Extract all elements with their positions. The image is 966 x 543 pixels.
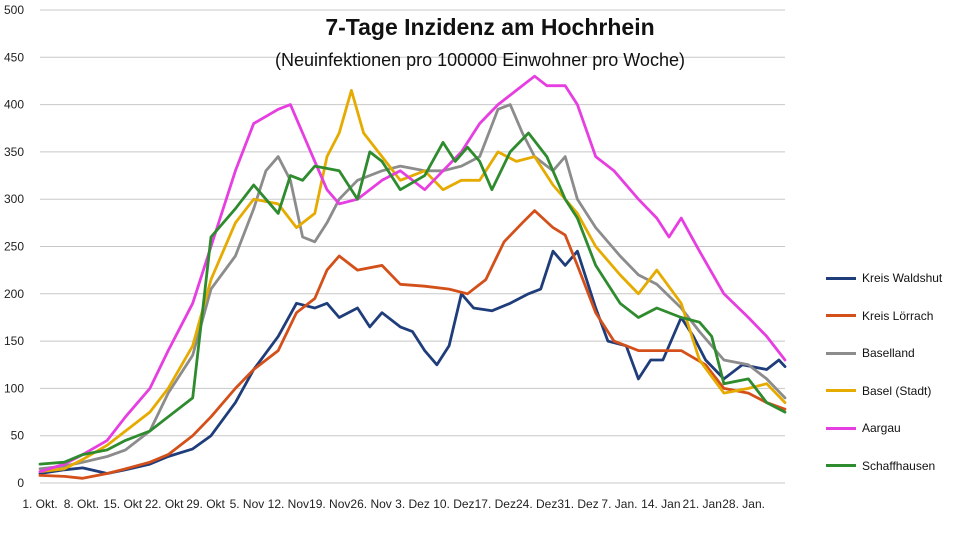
legend-swatch xyxy=(826,464,856,467)
series-lines xyxy=(38,74,787,480)
legend-swatch xyxy=(826,426,856,430)
gridlines xyxy=(40,9,785,484)
x-tick-label: 5. Nov xyxy=(230,497,265,511)
x-tick-label: 24. Dez xyxy=(516,497,557,511)
legend-item: Kreis Waldshut xyxy=(826,268,966,288)
series-line-kreis-waldshut xyxy=(38,249,787,475)
legend-label: Baselland xyxy=(862,346,915,360)
x-tick-label: 17. Dez xyxy=(475,497,516,511)
legend-label: Kreis Waldshut xyxy=(862,271,943,285)
x-tick-label: 14. Jan xyxy=(641,497,680,511)
x-tick-label: 1. Okt. xyxy=(22,497,57,511)
y-tick-label: 100 xyxy=(4,381,24,395)
series-line-baselland xyxy=(38,103,787,471)
x-tick-label: 15. Okt xyxy=(103,497,142,511)
x-tick-label: 7. Jan. xyxy=(601,497,637,511)
x-tick-label: 19. Nov xyxy=(309,497,350,511)
chart-subtitle: (Neuinfektionen pro 100000 Einwohner pro… xyxy=(275,50,685,70)
axes: 0 50 100 150 200 250 300 350 400 450 500 1. Okt. 8. … xyxy=(4,3,765,511)
legend-label: Basel (Stadt) xyxy=(862,383,932,398)
legend-label: Schaffhausen xyxy=(862,458,936,473)
x-tick-label: 22. Okt xyxy=(145,497,184,511)
y-tick-label: 500 xyxy=(4,3,24,17)
x-tick-label: 31. Dez xyxy=(557,497,598,511)
y-tick-label: 350 xyxy=(4,145,24,159)
series-line-basel-stadt- xyxy=(38,89,787,473)
y-tick-label: 450 xyxy=(4,50,24,64)
x-tick-label: 21. Jan xyxy=(683,497,722,511)
legend-label: Aargau xyxy=(862,421,901,435)
legend-item: Basel (Stadt) xyxy=(826,381,966,401)
x-tick-label: 12. Nov xyxy=(268,497,309,511)
y-tick-label: 250 xyxy=(4,240,24,254)
series-line-schaffhausen xyxy=(38,131,787,466)
legend-swatch xyxy=(826,314,856,317)
legend-item: Aargau xyxy=(826,418,966,438)
x-tick-label: 29. Okt xyxy=(186,497,225,511)
x-tick-label: 26. Nov xyxy=(350,497,391,511)
x-tick-label: 10. Dez xyxy=(433,497,474,511)
series-line-aargau xyxy=(38,74,787,473)
y-tick-label: 400 xyxy=(4,98,24,112)
y-tick-label: 200 xyxy=(4,287,24,301)
y-tick-label: 300 xyxy=(4,192,24,206)
x-tick-label: 8. Okt. xyxy=(64,497,99,511)
x-tick-label: 28. Jan. xyxy=(722,497,765,511)
legend-swatch xyxy=(826,389,856,392)
series-line-kreis-l-rrach xyxy=(38,209,787,480)
legend-label: Kreis Lörrach xyxy=(862,308,934,323)
legend-item: Baselland xyxy=(826,343,966,363)
legend-swatch xyxy=(826,276,856,280)
legend-item: Kreis Lörrach xyxy=(826,306,966,326)
x-tick-label: 3. Dez xyxy=(395,497,430,511)
legend-item: Schaffhausen xyxy=(826,456,966,476)
y-tick-label: 50 xyxy=(11,429,25,443)
y-tick-label: 150 xyxy=(4,334,24,348)
chart-title: 7-Tage Inzidenz am Hochrhein xyxy=(325,14,655,40)
legend-swatch xyxy=(826,351,856,355)
y-tick-label: 0 xyxy=(17,476,24,490)
